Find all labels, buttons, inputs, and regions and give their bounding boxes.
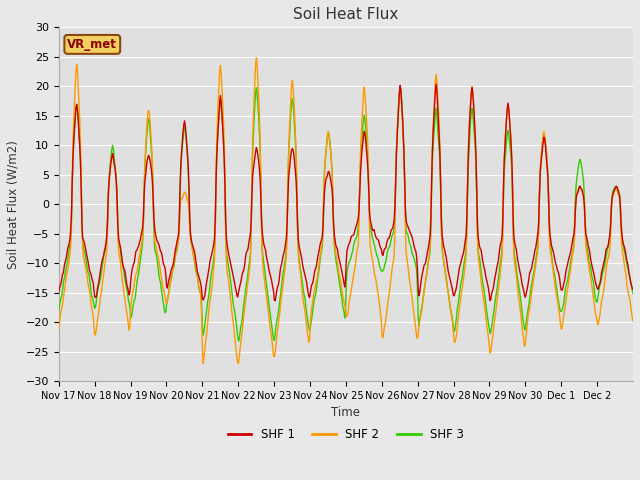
SHF 3 <box>439 252 447 257</box>
SHF 1 <box>439 238 447 244</box>
SHF 3 <box>235 338 243 344</box>
SHF 3 <box>279 274 287 279</box>
SHF 3 <box>228 288 236 293</box>
Line: SHF 2: SHF 2 <box>59 58 633 363</box>
SHF 2 <box>253 55 260 60</box>
SHF 3 <box>629 291 637 297</box>
SHF 2 <box>200 360 207 366</box>
SHF 1 <box>228 265 236 271</box>
SHF 1 <box>122 276 130 282</box>
Line: SHF 1: SHF 1 <box>59 84 633 301</box>
SHF 1 <box>271 298 279 304</box>
SHF 3 <box>122 283 130 288</box>
Title: Soil Heat Flux: Soil Heat Flux <box>293 7 399 22</box>
SHF 2 <box>55 328 63 334</box>
SHF 2 <box>439 253 447 259</box>
SHF 1 <box>279 255 287 261</box>
SHF 2 <box>228 314 236 320</box>
SHF 1 <box>256 176 264 182</box>
SHF 2 <box>258 229 266 235</box>
SHF 1 <box>55 290 63 296</box>
SHF 1 <box>432 81 440 87</box>
SHF 3 <box>257 183 265 189</box>
Y-axis label: Soil Heat Flux (W/m2): Soil Heat Flux (W/m2) <box>7 140 20 269</box>
X-axis label: Time: Time <box>332 406 360 420</box>
Legend: SHF 1, SHF 2, SHF 3: SHF 1, SHF 2, SHF 3 <box>223 423 469 446</box>
SHF 2 <box>280 278 287 284</box>
SHF 1 <box>406 229 413 235</box>
SHF 2 <box>122 306 130 312</box>
SHF 3 <box>396 84 404 90</box>
Text: VR_met: VR_met <box>67 38 117 51</box>
SHF 1 <box>629 287 637 292</box>
SHF 2 <box>629 318 637 324</box>
Line: SHF 3: SHF 3 <box>59 87 633 341</box>
SHF 2 <box>407 285 415 290</box>
SHF 3 <box>55 307 63 313</box>
SHF 3 <box>407 243 415 249</box>
